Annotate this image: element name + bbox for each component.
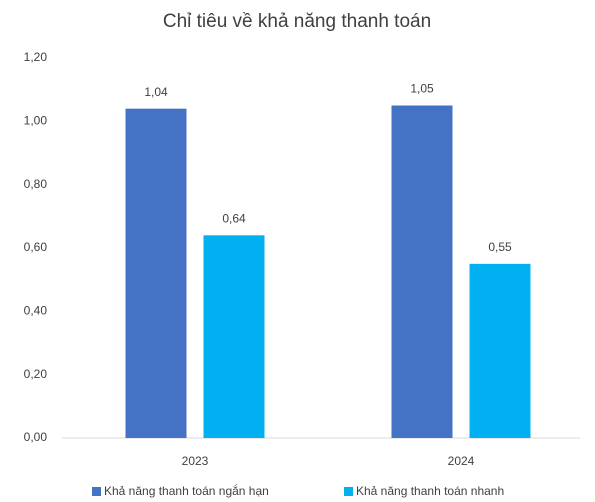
data-label: 1,04 xyxy=(144,85,168,99)
chart-title: Chỉ tiêu về khả năng thanh toán xyxy=(163,11,431,32)
y-tick-label: 0,20 xyxy=(24,367,48,381)
legend-label: Khả năng thanh toán ngắn hạn xyxy=(104,483,269,498)
data-label: 0,55 xyxy=(488,240,512,254)
legend-swatch xyxy=(344,487,353,496)
y-tick-label: 0,80 xyxy=(24,177,48,191)
x-tick-label: 2023 xyxy=(182,454,209,468)
legend-swatch xyxy=(92,487,101,496)
y-tick-label: 0,40 xyxy=(24,304,48,318)
bar xyxy=(125,108,187,439)
legend-label: Khả năng thanh toán nhanh xyxy=(356,484,504,498)
y-tick-label: 1,20 xyxy=(24,50,48,64)
y-tick-label: 0,60 xyxy=(24,240,48,254)
y-tick-label: 1,00 xyxy=(24,114,48,128)
bar xyxy=(203,235,265,438)
bar xyxy=(469,263,531,438)
data-label: 1,05 xyxy=(410,82,434,96)
x-tick-label: 2024 xyxy=(448,454,475,468)
bar xyxy=(391,105,453,438)
data-label: 0,64 xyxy=(222,212,246,226)
y-tick-label: 0,00 xyxy=(24,430,48,444)
